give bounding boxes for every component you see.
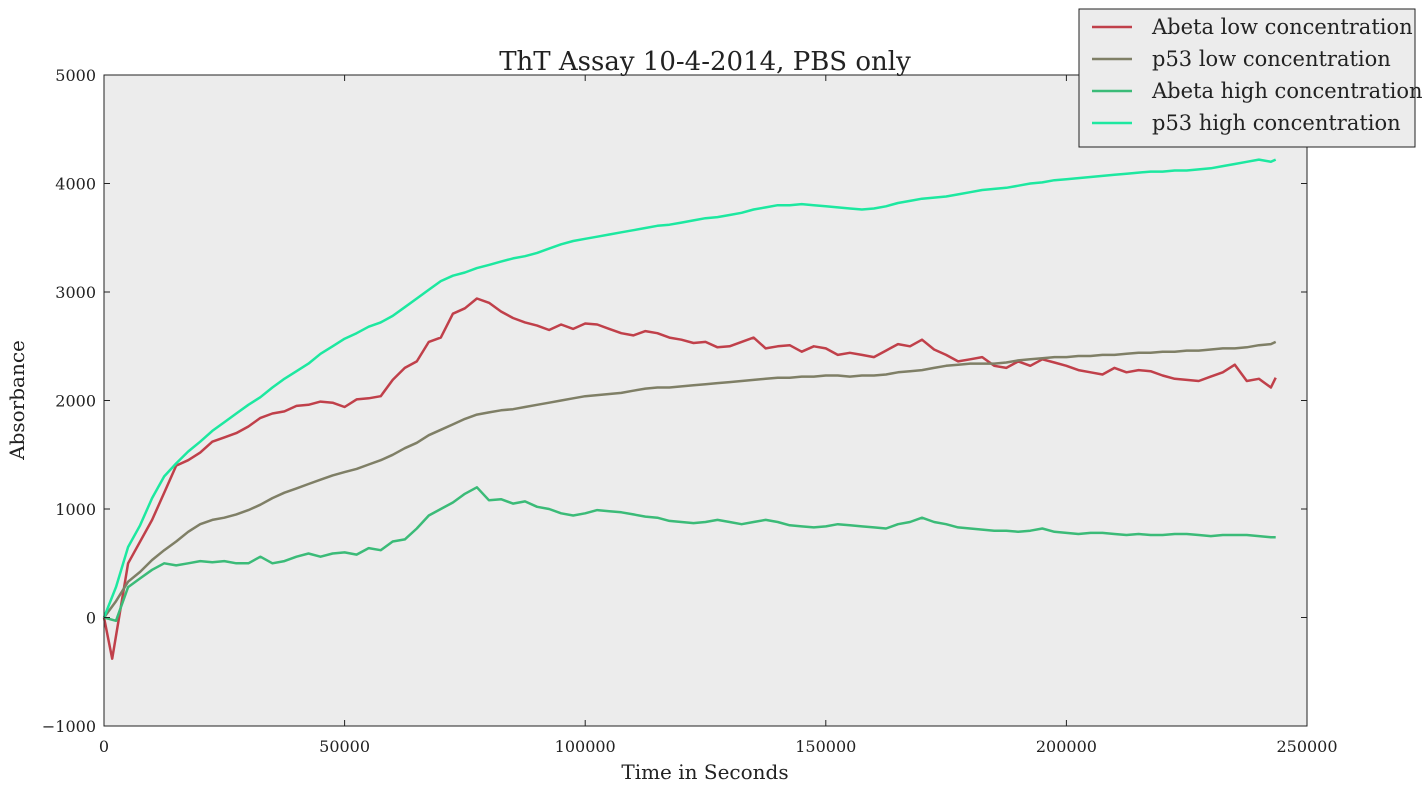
y-axis: −1000 0 1000 2000 3000 4000 5000 (42, 66, 1307, 736)
series-line-1 (102, 297, 1277, 660)
y-tick-label: −1000 (42, 717, 96, 736)
series-layer (102, 158, 1277, 660)
legend-label: p53 low concentration (1152, 47, 1391, 71)
legend: Abeta low concentration p53 low concentra… (1078, 8, 1423, 148)
y-axis-label: Absorbance (5, 340, 29, 461)
x-tick-label: 150000 (795, 737, 856, 756)
legend-label: Abeta low concentration (1151, 15, 1413, 39)
series-line-2 (102, 340, 1277, 619)
y-tick-label: 4000 (55, 175, 96, 194)
x-tick-label: 250000 (1276, 737, 1337, 756)
x-axis-label: Time in Seconds (621, 760, 788, 784)
x-tick-label: 0 (99, 737, 109, 756)
y-tick-label: 3000 (55, 283, 96, 302)
x-axis: 0 50000 100000 150000 200000 250000 (99, 75, 1338, 756)
y-tick-label: 0 (86, 609, 96, 628)
plot-area (104, 75, 1307, 726)
y-tick-label: 1000 (55, 500, 96, 519)
legend-box (1078, 8, 1416, 148)
x-tick-label: 200000 (1036, 737, 1097, 756)
chart-title: ThT Assay 10-4-2014, PBS only (499, 47, 911, 77)
y-tick-label: 2000 (55, 392, 96, 411)
series-line-3 (103, 486, 1276, 623)
legend-label: p53 high concentration (1152, 111, 1401, 135)
legend-label: Abeta high concentration (1151, 79, 1423, 103)
x-tick-label: 50000 (319, 737, 370, 756)
y-tick-label: 5000 (55, 66, 96, 85)
series-line-4 (102, 158, 1277, 618)
x-tick-label: 100000 (555, 737, 616, 756)
